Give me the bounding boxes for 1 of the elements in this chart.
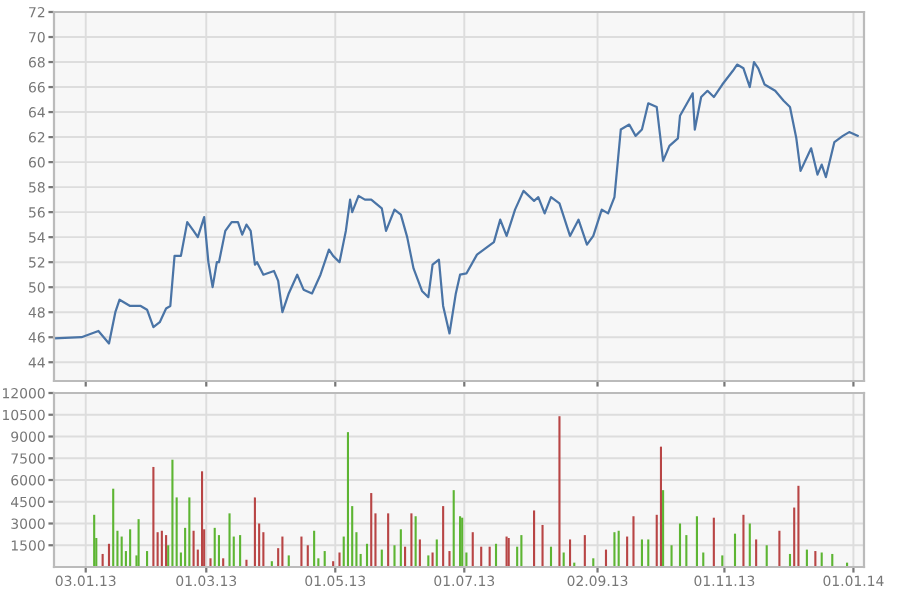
line-series	[54, 60, 859, 345]
